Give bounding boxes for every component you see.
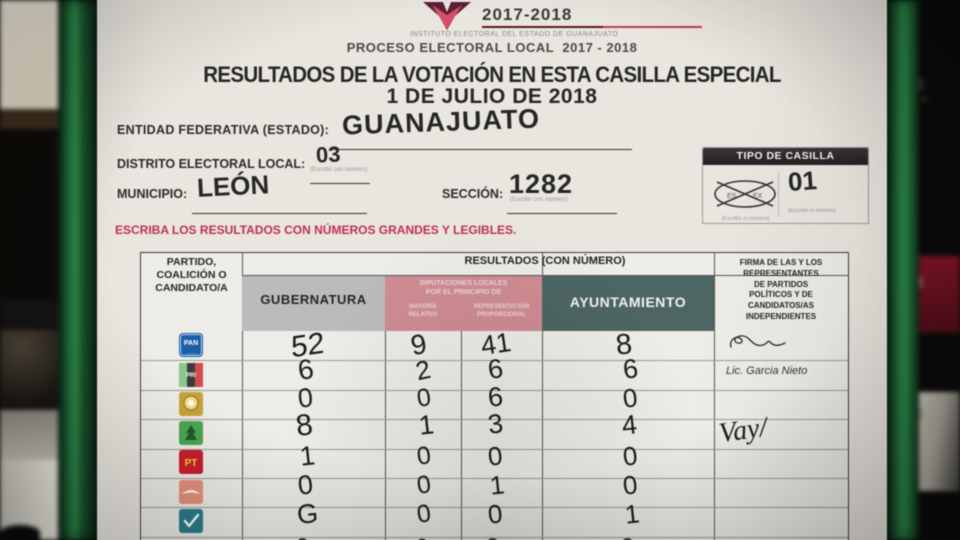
svg-text:EX: EX: [753, 193, 763, 200]
svg-text:PRI: PRI: [186, 373, 196, 379]
svg-text:PAN: PAN: [184, 340, 198, 347]
svg-text:ES: ES: [727, 193, 737, 200]
svg-text:_____: _____: [184, 349, 197, 354]
svg-text:PT: PT: [185, 458, 198, 469]
